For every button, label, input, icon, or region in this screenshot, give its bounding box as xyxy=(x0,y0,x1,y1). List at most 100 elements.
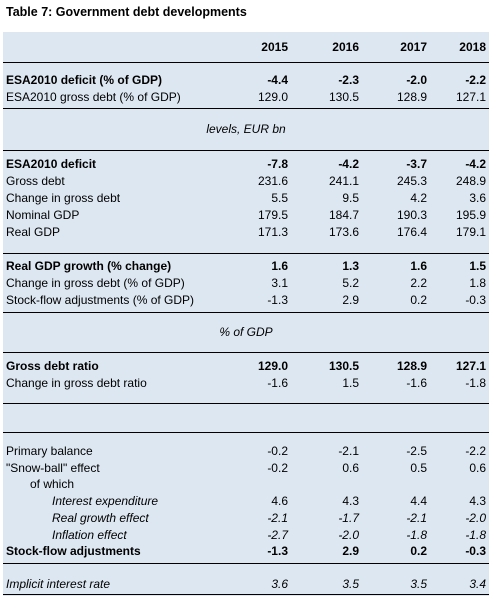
table-row: Real GDP growth (% change) 1.6 1.3 1.6 1… xyxy=(3,258,489,275)
cell: 1.6 xyxy=(410,259,427,273)
year-header: 2017 xyxy=(400,40,427,54)
cell: 4.6 xyxy=(271,494,288,508)
table-row: "Snow-ball" effect -0.2 0.6 0.5 0.6 xyxy=(3,460,489,477)
row-label: Interest expenditure xyxy=(52,494,159,508)
table-row: Interest expenditure 4.6 4.3 4.4 4.3 xyxy=(3,493,489,510)
cell: -1.8 xyxy=(465,528,486,542)
cell: 171.3 xyxy=(257,225,288,239)
cell: -1.6 xyxy=(267,376,288,390)
cell: -2.2 xyxy=(465,444,486,458)
cell: 130.5 xyxy=(328,90,359,104)
cell: 179.1 xyxy=(455,225,486,239)
cell: -0.2 xyxy=(267,461,288,475)
cell: 190.3 xyxy=(396,208,427,222)
cell: -0.3 xyxy=(465,544,486,558)
year-header: 2018 xyxy=(459,40,486,54)
cell: 3.5 xyxy=(410,577,427,591)
row-label: Gross debt xyxy=(6,174,65,188)
cell: -0.3 xyxy=(465,293,486,307)
cell: -2.1 xyxy=(406,511,427,525)
row-label: Gross debt ratio xyxy=(6,359,99,373)
cell: 195.9 xyxy=(455,208,486,222)
divider xyxy=(3,108,489,109)
cell: 0.5 xyxy=(410,461,427,475)
divider xyxy=(3,150,489,151)
section-subheading: levels, EUR bn xyxy=(206,122,286,136)
row-label: Nominal GDP xyxy=(6,208,80,222)
cell: -1.6 xyxy=(406,376,427,390)
row-label: ESA2010 gross debt (% of GDP) xyxy=(6,90,181,104)
cell: 173.6 xyxy=(328,225,359,239)
table-row: Change in gross debt (% of GDP) 3.1 5.2 … xyxy=(3,275,489,292)
header-row: 2015 2016 2017 2018 xyxy=(3,39,489,56)
table-row: Stock-flow adjustments -1.3 2.9 0.2 -0.3 xyxy=(3,543,489,560)
table-row: ESA2010 deficit (% of GDP) -4.4 -2.3 -2.… xyxy=(3,72,489,89)
table-row: Implicit interest rate 3.6 3.5 3.5 3.4 xyxy=(3,576,489,593)
cell: 0.6 xyxy=(342,461,359,475)
row-label: Change in gross debt xyxy=(6,191,121,205)
row-label: Stock-flow adjustments xyxy=(6,544,141,558)
cell: 1.5 xyxy=(342,376,359,390)
cell: -1.8 xyxy=(406,528,427,542)
cell: 4.4 xyxy=(410,494,427,508)
cell: 176.4 xyxy=(396,225,427,239)
cell: 1.3 xyxy=(342,259,359,273)
cell: -2.3 xyxy=(338,73,359,87)
divider xyxy=(3,253,489,254)
divider xyxy=(3,594,489,595)
table-title: Table 7: Government debt developments xyxy=(6,5,247,19)
cell: 9.5 xyxy=(342,191,359,205)
cell: -7.8 xyxy=(267,157,288,171)
cell: -3.7 xyxy=(406,157,427,171)
row-label: of which xyxy=(30,477,75,491)
cell: 3.5 xyxy=(342,577,359,591)
cell: 1.8 xyxy=(469,276,486,290)
cell: -2.7 xyxy=(267,528,288,542)
table-row: ESA2010 deficit -7.8 -4.2 -3.7 -4.2 xyxy=(3,156,489,173)
row-label: Change in gross debt ratio xyxy=(6,376,147,390)
row-label: ESA2010 deficit xyxy=(6,157,97,171)
debt-table: 2015 2016 2017 2018 ESA2010 deficit (% o… xyxy=(3,32,489,596)
cell: 2.9 xyxy=(342,293,359,307)
section-subheading: % of GDP xyxy=(219,325,273,339)
cell: 130.5 xyxy=(328,359,359,373)
cell: -1.7 xyxy=(338,511,359,525)
cell: 127.1 xyxy=(455,90,486,104)
cell: -4.2 xyxy=(465,157,486,171)
row-label: Inflation effect xyxy=(52,528,127,542)
table-row: Change in gross debt 5.5 9.5 4.2 3.6 xyxy=(3,190,489,207)
divider xyxy=(3,62,489,63)
cell: 231.6 xyxy=(257,174,288,188)
cell: -2.0 xyxy=(406,73,427,87)
cell: -2.0 xyxy=(465,511,486,525)
cell: -1.8 xyxy=(465,376,486,390)
row-label: ESA2010 deficit (% of GDP) xyxy=(6,73,163,87)
table-row: Gross debt 231.6 241.1 245.3 248.9 xyxy=(3,173,489,190)
year-header: 2016 xyxy=(332,40,359,54)
cell: 184.7 xyxy=(328,208,359,222)
cell: 245.3 xyxy=(396,174,427,188)
cell: 1.5 xyxy=(469,259,486,273)
cell: 4.2 xyxy=(410,191,427,205)
cell: 248.9 xyxy=(455,174,486,188)
table-row: of which xyxy=(3,476,489,493)
cell: 3.6 xyxy=(271,577,288,591)
cell: 5.2 xyxy=(342,276,359,290)
cell: -4.2 xyxy=(338,157,359,171)
row-label: Real growth effect xyxy=(52,511,149,525)
cell: 128.9 xyxy=(396,90,427,104)
cell: 0.2 xyxy=(410,544,427,558)
cell: 241.1 xyxy=(328,174,359,188)
divider xyxy=(3,563,489,564)
cell: 128.9 xyxy=(396,359,427,373)
row-label: Real GDP xyxy=(6,225,61,239)
cell: 3.6 xyxy=(469,191,486,205)
cell: 0.2 xyxy=(410,293,427,307)
cell: 129.0 xyxy=(257,359,288,373)
table-row: Nominal GDP 179.5 184.7 190.3 195.9 xyxy=(3,207,489,224)
cell: 3.4 xyxy=(469,577,486,591)
cell: 129.0 xyxy=(257,90,288,104)
cell: -4.4 xyxy=(267,73,288,87)
row-label: Real GDP growth (% change) xyxy=(6,259,172,273)
row-label: Implicit interest rate xyxy=(6,577,111,591)
